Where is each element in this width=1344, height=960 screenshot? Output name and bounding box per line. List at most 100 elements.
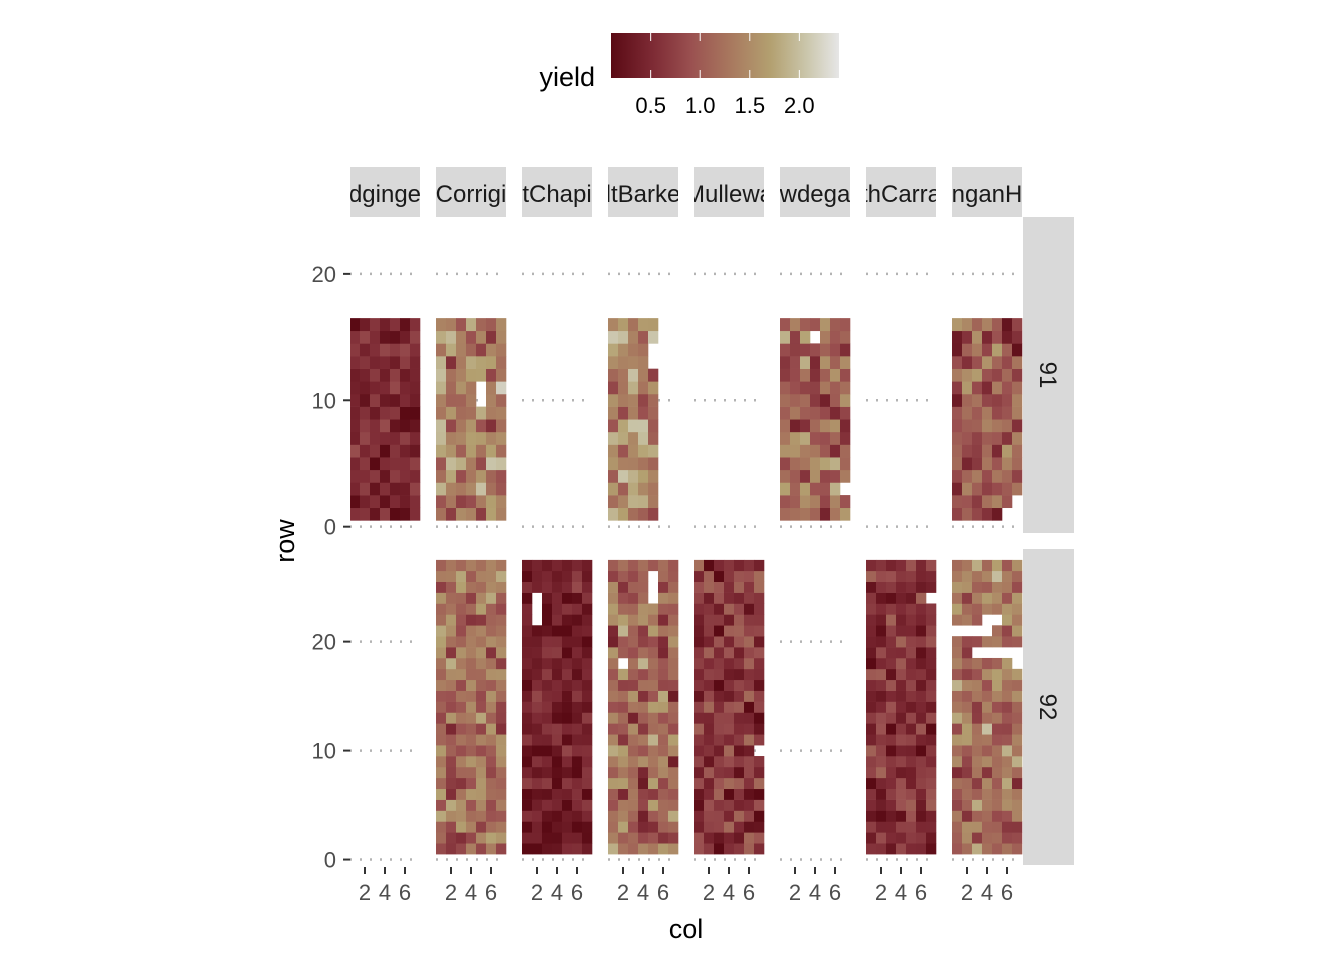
heatmap-tile xyxy=(972,810,983,822)
heatmap-tile xyxy=(360,393,371,407)
heatmap-tile xyxy=(866,734,877,746)
heatmap-tile xyxy=(734,690,745,702)
heatmap-tile xyxy=(486,810,497,822)
heatmap-tile xyxy=(754,843,765,855)
heatmap-tile xyxy=(436,431,447,445)
heatmap-tile xyxy=(916,756,927,768)
heatmap-tile xyxy=(734,581,745,593)
heatmap-tile xyxy=(694,756,705,768)
heatmap-tile xyxy=(658,581,669,593)
heatmap-tile xyxy=(896,832,907,844)
heatmap-tile xyxy=(982,406,993,420)
heatmap-tile xyxy=(542,614,553,626)
heatmap-tile xyxy=(668,745,679,757)
heatmap-tile xyxy=(992,581,1003,593)
heatmap-tile xyxy=(952,745,963,757)
heatmap-tile xyxy=(456,832,467,844)
heatmap-tile xyxy=(486,734,497,746)
heatmap-tile xyxy=(562,647,573,659)
heatmap-tile xyxy=(1002,701,1013,713)
heatmap-tile xyxy=(830,419,841,433)
heatmap-tile xyxy=(456,625,467,637)
x-tick-label: 4 xyxy=(809,880,821,905)
heatmap-tile xyxy=(992,444,1003,458)
heatmap-tile xyxy=(628,766,639,779)
heatmap-tile xyxy=(572,690,583,702)
heatmap-tile xyxy=(754,603,765,615)
heatmap-tile xyxy=(456,723,467,735)
heatmap-tile xyxy=(476,368,487,382)
heatmap-tile xyxy=(476,756,487,768)
heatmap-tile xyxy=(658,843,669,855)
heatmap-tile xyxy=(886,614,897,626)
heatmap-tile xyxy=(532,559,543,572)
heatmap-tile xyxy=(668,592,679,604)
heatmap-tile xyxy=(916,832,927,844)
heatmap-tile xyxy=(638,668,649,681)
heatmap-tile xyxy=(618,406,629,420)
heatmap-tile xyxy=(542,756,553,768)
heatmap-tile xyxy=(876,712,887,724)
heatmap-tile xyxy=(628,559,639,572)
heatmap-tile xyxy=(668,723,679,735)
heatmap-tile xyxy=(754,679,765,691)
heatmap-tile xyxy=(380,431,391,445)
heatmap-tile xyxy=(456,592,467,604)
heatmap-tile xyxy=(628,756,639,768)
heatmap-tile xyxy=(906,636,917,648)
heatmap-tile xyxy=(866,799,877,811)
heatmap-tile xyxy=(810,457,821,471)
heatmap-tile xyxy=(754,821,765,833)
heatmap-tile xyxy=(896,592,907,604)
strip-label-wdega: wdega xyxy=(779,181,851,208)
heatmap-tile xyxy=(744,581,755,593)
heatmap-tile xyxy=(446,668,457,681)
heatmap-tile xyxy=(582,723,593,735)
heatmap-tile xyxy=(714,636,725,648)
heatmap-tile xyxy=(896,559,907,572)
heatmap-tile xyxy=(668,559,679,572)
heatmap-tile xyxy=(496,657,507,670)
heatmap-tile xyxy=(754,625,765,637)
heatmap-tile xyxy=(744,723,755,735)
heatmap-tile xyxy=(1012,625,1023,637)
heatmap-tile xyxy=(1002,843,1013,855)
heatmap-tile xyxy=(992,570,1003,582)
heatmap-tile xyxy=(496,507,507,521)
heatmap-tile xyxy=(982,843,993,855)
heatmap-tile xyxy=(360,431,371,445)
heatmap-tile xyxy=(866,723,877,735)
heatmap-tile xyxy=(952,723,963,735)
heatmap-tile xyxy=(390,393,401,407)
heatmap-tile xyxy=(466,393,477,407)
heatmap-tile xyxy=(496,368,507,382)
heatmap-tile xyxy=(486,679,497,691)
heatmap-tile xyxy=(360,469,371,483)
heatmap-tile xyxy=(572,679,583,691)
heatmap-tile xyxy=(982,507,993,521)
heatmap-tile xyxy=(962,799,973,811)
heatmap-tile xyxy=(906,712,917,724)
heatmap-tile xyxy=(714,756,725,768)
strip-bg xyxy=(952,167,1022,217)
heatmap-tile xyxy=(496,393,507,407)
heatmap-tile xyxy=(486,756,497,768)
heatmap-tile xyxy=(608,668,619,681)
heatmap-tile xyxy=(466,614,477,626)
heatmap-tile xyxy=(400,457,411,471)
heatmap-tile xyxy=(648,777,659,790)
heatmap-tile xyxy=(1012,734,1023,746)
heatmap-tile xyxy=(952,469,963,483)
heatmap-tile xyxy=(562,679,573,691)
heatmap-tile xyxy=(456,745,467,757)
heatmap-tile xyxy=(638,457,649,471)
heatmap-tile xyxy=(714,821,725,833)
heatmap-tile xyxy=(790,381,801,395)
heatmap-tile xyxy=(446,356,457,369)
heatmap-tile xyxy=(572,592,583,604)
heatmap-tile xyxy=(1002,603,1013,615)
heatmap-tile xyxy=(562,777,573,790)
heatmap-tile xyxy=(694,679,705,691)
heatmap-tile xyxy=(694,821,705,833)
heatmap-tile xyxy=(952,457,963,471)
